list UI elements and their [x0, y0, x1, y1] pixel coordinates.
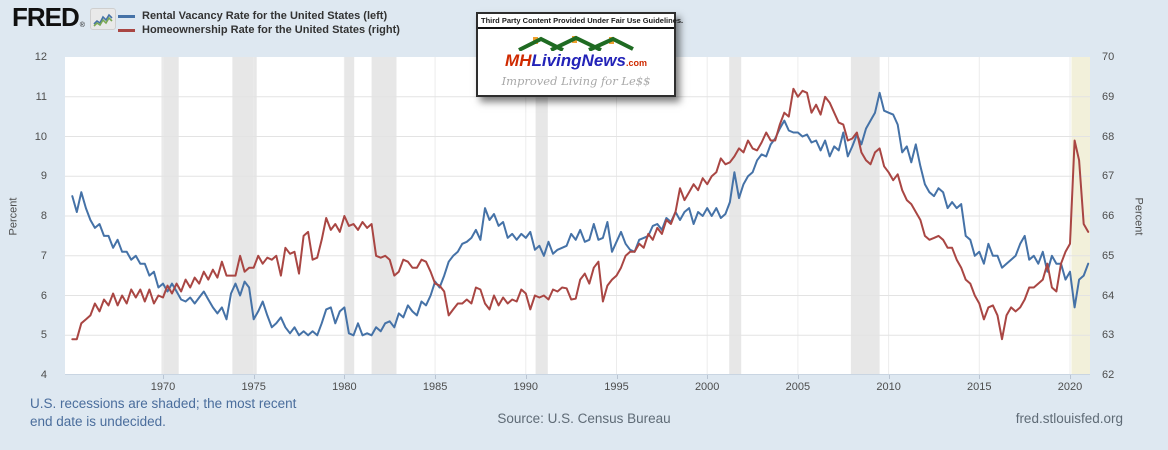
legend-item-homeownership: Homeownership Rate for the United States… — [118, 23, 400, 37]
source-note: Source: U.S. Census Bureau — [497, 411, 671, 426]
x-axis-tick-mark — [616, 375, 618, 379]
x-axis-tick-label: 2000 — [694, 381, 720, 393]
chart-legend: Rental Vacancy Rate for the United State… — [118, 9, 400, 37]
x-axis-tick-label: 2010 — [876, 381, 901, 393]
logo-dot-com: .com — [625, 58, 647, 68]
left-axis-tick-label: 11 — [35, 90, 47, 103]
x-axis-tick-mark — [888, 375, 890, 379]
right-axis-tick-label: 65 — [1102, 249, 1115, 262]
mhlivingnews-tagline: Improved Living for Le$$ — [501, 74, 651, 88]
plot-svg — [65, 57, 1090, 375]
recession-note-line1: U.S. recessions are shaded; the most rec… — [30, 396, 297, 411]
right-axis-tick-label: 67 — [1102, 170, 1115, 183]
x-axis-tick-mark — [707, 375, 709, 379]
x-axis-tick-mark — [435, 375, 437, 379]
logo-mh: MH — [505, 51, 532, 70]
left-axis-tick-label: 6 — [40, 289, 47, 302]
x-axis-tick-label: 2005 — [785, 381, 811, 393]
right-axis-tick-label: 70 — [1102, 51, 1115, 63]
x-axis-tick-label: 1975 — [241, 381, 266, 393]
rental-vacancy-line — [71, 91, 1090, 337]
right-axis-tick-label: 63 — [1102, 329, 1115, 342]
fair-use-disclaimer: Third Party Content Provided Under Fair … — [478, 14, 683, 29]
x-axis-tick-label: 1995 — [604, 381, 629, 393]
x-axis-tick-mark — [253, 375, 255, 379]
x-axis-tick-mark — [525, 375, 527, 379]
left-axis-title: Percent — [7, 197, 20, 236]
x-axis-tick-mark — [1070, 375, 1071, 379]
x-axis-tick-mark — [979, 375, 981, 379]
x-axis-tick-label: 1970 — [150, 381, 176, 393]
fred-logo: FRED ® — [12, 4, 116, 30]
left-axis-tick-label: 12 — [34, 51, 47, 63]
plot-area[interactable] — [65, 57, 1090, 375]
x-axis-tick-label: 1980 — [332, 381, 357, 393]
right-axis-tick-labels: 62 63 64 65 66 67 68 69 70 — [1102, 51, 1142, 381]
right-axis-tick-label: 62 — [1102, 369, 1115, 381]
x-axis-tick-label: 1990 — [513, 381, 539, 393]
fred-site-link[interactable]: fred.stlouisfed.org — [1015, 411, 1123, 426]
x-axis-tick-label: 1985 — [422, 381, 448, 393]
x-axis-tick-label: 2020 — [1057, 381, 1083, 393]
homeownership-line — [71, 87, 1090, 341]
recession-note-line2: end date is undecided. — [30, 414, 166, 429]
logo-livingnews: LivingNews — [531, 51, 626, 70]
x-axis-tick-label: 2015 — [967, 381, 992, 393]
left-axis-tick-label: 8 — [40, 210, 47, 222]
right-axis-title: Percent — [1132, 197, 1145, 236]
registered-trademark: ® — [79, 22, 85, 29]
mhlivingnews-wordmark: MHLivingNews.com — [482, 52, 670, 72]
x-axis-tick-mark — [344, 375, 346, 379]
left-axis-tick-labels: 4 5 6 7 8 9 10 11 12 — [0, 51, 56, 381]
left-axis-tick-label: 9 — [40, 170, 47, 183]
left-axis-tick-label: 10 — [34, 130, 47, 143]
fred-chart-icon — [89, 8, 116, 30]
x-axis-tick-mark — [163, 375, 164, 379]
rental-vacancy-line-swatch — [118, 14, 135, 18]
left-axis-tick-label: 5 — [40, 329, 47, 342]
legend-label: Rental Vacancy Rate for the United State… — [142, 10, 388, 22]
right-axis-tick-label: 66 — [1102, 210, 1115, 222]
x-axis-tick-labels: 1970 1975 1980 1985 1990 1995 2000 2005 2010 2015… — [65, 375, 1090, 399]
mhlivingnews-watermark: Third Party Content Provided Under Fair … — [476, 12, 683, 97]
right-axis-tick-label: 68 — [1102, 130, 1115, 143]
mhlivingnews-roofs-icon — [518, 35, 634, 51]
mhlivingnews-logo: MHLivingNews.com Improved Living for Le$… — [478, 29, 674, 95]
recession-note: U.S. recessions are shaded; the most rec… — [30, 395, 296, 431]
left-axis-tick-label: 4 — [40, 369, 47, 381]
left-axis-tick-label: 7 — [40, 249, 47, 262]
fred-logo-text: FRED — [12, 2, 80, 32]
legend-item-rental-vacancy: Rental Vacancy Rate for the United State… — [118, 9, 400, 23]
homeownership-line-swatch — [118, 28, 135, 32]
legend-label: Homeownership Rate for the United States… — [142, 24, 400, 36]
right-axis-tick-label: 64 — [1102, 289, 1115, 302]
x-axis-tick-mark — [797, 375, 799, 379]
right-axis-tick-label: 69 — [1102, 90, 1115, 103]
